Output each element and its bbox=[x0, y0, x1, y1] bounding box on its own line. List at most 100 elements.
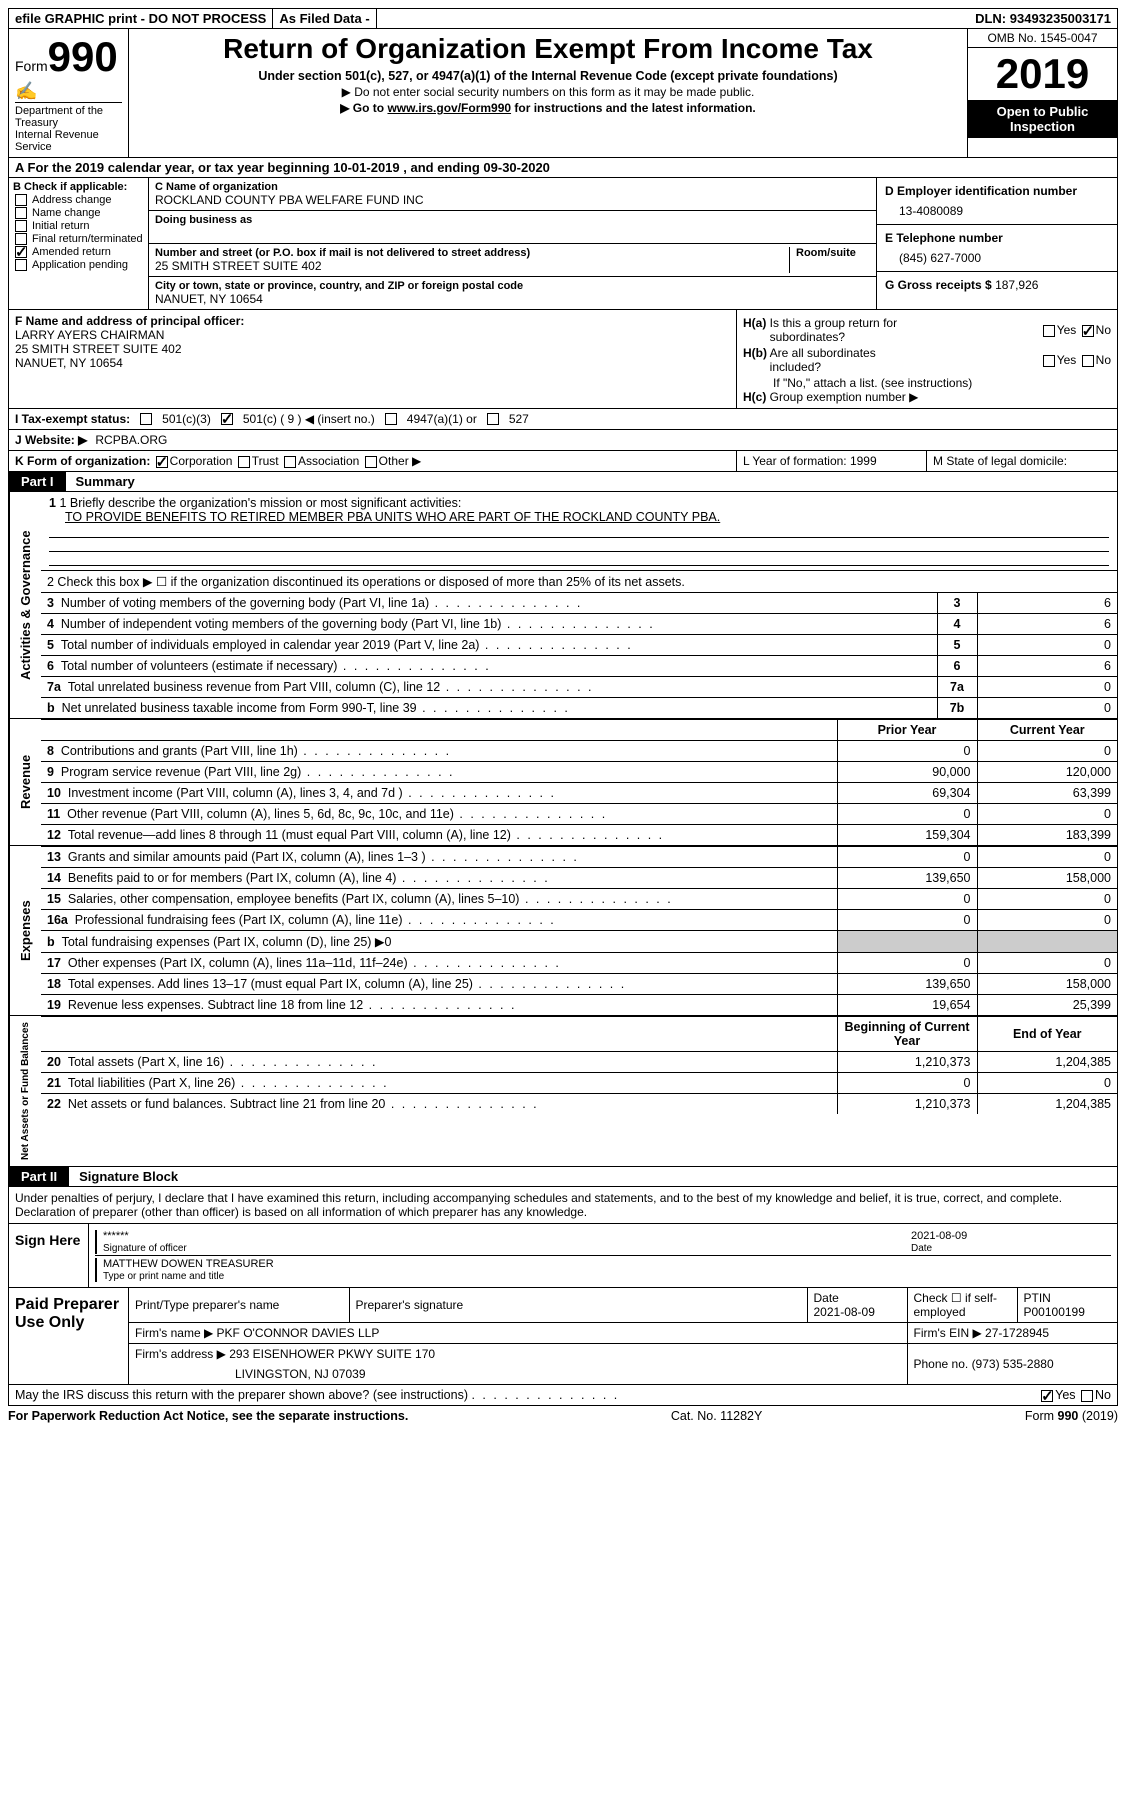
irs-link[interactable]: www.irs.gov/Form990 bbox=[387, 101, 511, 115]
cb-trust[interactable] bbox=[238, 456, 250, 468]
table-row: 10 Investment income (Part VIII, column … bbox=[41, 783, 1117, 804]
k-label: K Form of organization: bbox=[15, 454, 150, 468]
phone-block: E Telephone number (845) 627-7000 bbox=[877, 225, 1117, 272]
sig-date-label: Date bbox=[911, 1243, 932, 1254]
sig-officer-label: Signature of officer bbox=[103, 1243, 187, 1254]
topbar: efile GRAPHIC print - DO NOT PROCESS As … bbox=[8, 8, 1118, 29]
mission-text: TO PROVIDE BENEFITS TO RETIRED MEMBER PB… bbox=[49, 510, 1109, 524]
line-goto: ▶ Go to www.irs.gov/Form990 for instruct… bbox=[137, 101, 959, 115]
revenue-section: Revenue Prior YearCurrent Year 8 Contrib… bbox=[8, 719, 1118, 846]
form-prefix: Form bbox=[15, 58, 48, 74]
table-row: 8 Contributions and grants (Part VIII, l… bbox=[41, 741, 1117, 762]
netassets-section: Net Assets or Fund Balances Beginning of… bbox=[8, 1016, 1118, 1167]
efile-label: efile GRAPHIC print - DO NOT PROCESS bbox=[9, 9, 273, 28]
sign-here-block: Sign Here ******Signature of officer 202… bbox=[8, 1224, 1118, 1288]
discuss-no[interactable] bbox=[1081, 1390, 1093, 1402]
hc-line: H(c) Group exemption number ▶ bbox=[743, 390, 1111, 404]
cb-other[interactable] bbox=[365, 456, 377, 468]
org-name: ROCKLAND COUNTY PBA WELFARE FUND INC bbox=[155, 193, 870, 207]
title-box: Return of Organization Exempt From Incom… bbox=[129, 29, 967, 157]
part1-label: Summary bbox=[66, 472, 145, 491]
gross-receipts-block: G Gross receipts $ 187,926 bbox=[877, 272, 1117, 298]
cb-address-change[interactable]: Address change bbox=[13, 194, 144, 206]
table-row: 11 Other revenue (Part VIII, column (A),… bbox=[41, 804, 1117, 825]
table-row: 14 Benefits paid to or for members (Part… bbox=[41, 868, 1117, 889]
subtitle: Under section 501(c), 527, or 4947(a)(1)… bbox=[137, 69, 959, 83]
cb-527[interactable] bbox=[487, 413, 499, 425]
discuss-yes[interactable] bbox=[1041, 1390, 1053, 1402]
line-ssn: ▶ Do not enter social security numbers o… bbox=[137, 85, 959, 99]
form-header: Form990 ✍ Department of the Treasury Int… bbox=[8, 29, 1118, 158]
asfiled-label: As Filed Data - bbox=[273, 9, 376, 28]
cat-no: Cat. No. 11282Y bbox=[671, 1409, 763, 1423]
l-year-formation: L Year of formation: 1999 bbox=[737, 451, 927, 471]
row-klm: K Form of organization: Corporation Trus… bbox=[8, 451, 1118, 472]
public-inspection: Open to Public Inspection bbox=[968, 100, 1117, 138]
hb-yes[interactable] bbox=[1043, 355, 1055, 367]
table-row: 3 Number of voting members of the govern… bbox=[41, 593, 1117, 614]
footer-note: For Paperwork Reduction Act Notice, see … bbox=[8, 1406, 1118, 1426]
cb-501c[interactable] bbox=[221, 413, 233, 425]
f-value: LARRY AYERS CHAIRMAN 25 SMITH STREET SUI… bbox=[15, 328, 730, 370]
preparer-table: Print/Type preparer's name Preparer's si… bbox=[129, 1288, 1117, 1384]
hb-no[interactable] bbox=[1082, 355, 1094, 367]
ha-no[interactable] bbox=[1082, 325, 1094, 337]
line2: 2 Check this box ▶ ☐ if the organization… bbox=[41, 571, 1117, 593]
ha-yes[interactable] bbox=[1043, 325, 1055, 337]
table-row: 15 Salaries, other compensation, employe… bbox=[41, 889, 1117, 910]
part2-label: Signature Block bbox=[69, 1167, 188, 1186]
prior-year-hdr: Prior Year bbox=[837, 720, 977, 741]
table-row: 20 Total assets (Part X, line 16)1,210,3… bbox=[41, 1052, 1117, 1073]
ein-value: 13-4080089 bbox=[885, 198, 1109, 218]
table-row: b Total fundraising expenses (Part IX, c… bbox=[41, 931, 1117, 953]
cb-application-pending[interactable]: Application pending bbox=[13, 259, 144, 271]
name-label: C Name of organization bbox=[155, 181, 870, 193]
governance-table: 2 Check this box ▶ ☐ if the organization… bbox=[41, 570, 1117, 592]
part1-header: Part I Summary bbox=[8, 472, 1118, 492]
row-j: J Website: ▶ RCPBA.ORG bbox=[8, 430, 1118, 451]
table-row: 22 Net assets or fund balances. Subtract… bbox=[41, 1094, 1117, 1115]
i-label: I Tax-exempt status: bbox=[15, 412, 130, 426]
table-row: b Net unrelated business taxable income … bbox=[41, 698, 1117, 719]
firm-addr: 293 EISENHOWER PKWY SUITE 170 bbox=[229, 1347, 435, 1361]
cb-501c3[interactable] bbox=[140, 413, 152, 425]
part2-tab: Part II bbox=[9, 1167, 69, 1186]
cb-4947[interactable] bbox=[385, 413, 397, 425]
col-b-label: B Check if applicable: bbox=[13, 181, 144, 193]
table-row: 19 Revenue less expenses. Subtract line … bbox=[41, 995, 1117, 1016]
principal-officer: F Name and address of principal officer:… bbox=[9, 310, 737, 408]
may-discuss-text: May the IRS discuss this return with the… bbox=[15, 1388, 468, 1402]
officer-name-label: Type or print name and title bbox=[103, 1271, 224, 1282]
dept-treasury: Department of the Treasury Internal Reve… bbox=[15, 102, 122, 153]
table-row: 17 Other expenses (Part IX, column (A), … bbox=[41, 953, 1117, 974]
table-row: 9 Program service revenue (Part VIII, li… bbox=[41, 762, 1117, 783]
tax-year: 2019 bbox=[968, 48, 1117, 100]
form-number-box: Form990 ✍ Department of the Treasury Int… bbox=[9, 29, 129, 157]
sign-here-label: Sign Here bbox=[9, 1224, 89, 1287]
expenses-vlabel: Expenses bbox=[9, 846, 41, 1015]
f-label: F Name and address of principal officer: bbox=[15, 314, 730, 328]
cb-final-return[interactable]: Final return/terminated bbox=[13, 233, 144, 245]
end-year-hdr: End of Year bbox=[977, 1017, 1117, 1052]
cb-assoc[interactable] bbox=[284, 456, 296, 468]
dln: DLN: 93493235003171 bbox=[377, 9, 1117, 28]
cb-name-change[interactable]: Name change bbox=[13, 207, 144, 219]
table-row: 18 Total expenses. Add lines 13–17 (must… bbox=[41, 974, 1117, 995]
hb-line: H(b) Are all subordinates included? Yes … bbox=[743, 346, 1111, 374]
phone-value: (845) 627-7000 bbox=[885, 245, 1109, 265]
cb-amended-return[interactable]: Amended return bbox=[13, 246, 144, 258]
governance-vlabel: Activities & Governance bbox=[9, 492, 41, 718]
paperwork-notice: For Paperwork Reduction Act Notice, see … bbox=[8, 1409, 408, 1423]
cb-corp[interactable] bbox=[156, 456, 168, 468]
table-row: 13 Grants and similar amounts paid (Part… bbox=[41, 847, 1117, 868]
cb-initial-return[interactable]: Initial return bbox=[13, 220, 144, 232]
firm-name: PKF O'CONNOR DAVIES LLP bbox=[217, 1326, 380, 1340]
table-row: 4 Number of independent voting members o… bbox=[41, 614, 1117, 635]
ha-line: H(a) Is this a group return for subordin… bbox=[743, 316, 1111, 344]
city-state-zip: NANUET, NY 10654 bbox=[155, 292, 870, 306]
j-label: J Website: ▶ bbox=[15, 433, 87, 447]
form-number: Form990 bbox=[15, 33, 122, 81]
table-row: 21 Total liabilities (Part X, line 26)00 bbox=[41, 1073, 1117, 1094]
row-a-tax-year: A For the 2019 calendar year, or tax yea… bbox=[8, 158, 1118, 178]
col-de: D Employer identification number 13-4080… bbox=[877, 178, 1117, 309]
